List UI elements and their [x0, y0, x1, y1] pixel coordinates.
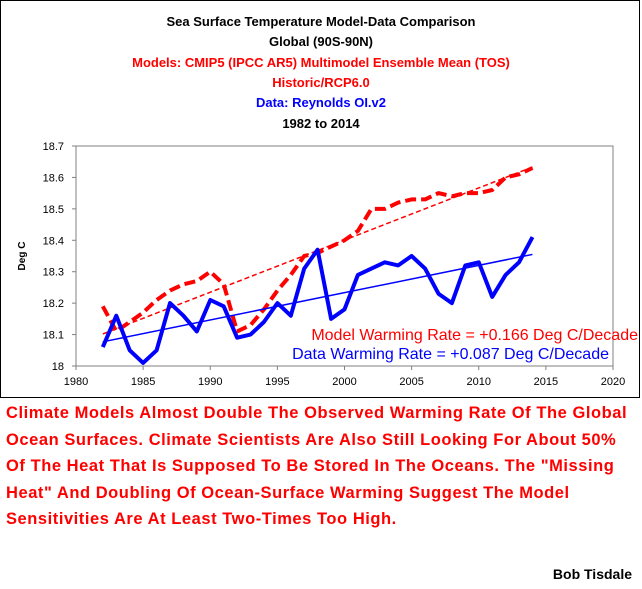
chart-title-line: 1982 to 2014: [282, 116, 360, 131]
data-trend-line: [102, 253, 533, 343]
y-tick-label: 18: [52, 361, 64, 373]
chart-svg: Sea Surface Temperature Model-Data Compa…: [17, 14, 638, 388]
author-name: Bob Tisdale: [552, 566, 632, 582]
chart-frame: Sea Surface Temperature Model-Data Compa…: [0, 0, 640, 398]
y-tick-label: 18.5: [43, 204, 64, 216]
x-tick-label: 2005: [399, 376, 423, 388]
x-tick-label: 2020: [601, 376, 625, 388]
y-tick-label: 18.6: [43, 172, 64, 184]
chart-title-line: Historic/RCP6.0: [272, 75, 370, 90]
x-tick-label: 1985: [131, 376, 155, 388]
data-warming-rate-label: Data Warming Rate = +0.087 Deg C/Decade: [292, 346, 609, 363]
y-axis-label: Deg C: [17, 242, 28, 271]
y-tick-label: 18.2: [43, 298, 64, 310]
model-warming-rate-label: Model Warming Rate = +0.166 Deg C/Decade: [311, 327, 638, 344]
x-tick-label: 1980: [64, 376, 88, 388]
x-tick-label: 2015: [534, 376, 558, 388]
y-tick-label: 18.4: [43, 235, 64, 247]
x-tick-label: 2000: [332, 376, 356, 388]
x-tick-label: 2010: [467, 376, 491, 388]
chart-title-line: Global (90S-90N): [269, 34, 373, 49]
y-tick-label: 18.3: [43, 267, 64, 279]
y-tick-label: 18.1: [43, 330, 64, 342]
chart-title-line: Sea Surface Temperature Model-Data Compa…: [167, 14, 476, 29]
x-tick-label: 1990: [198, 376, 222, 388]
commentary-text: Climate Models Almost Double The Observe…: [6, 404, 628, 528]
chart-title-line: Data: Reynolds OI.v2: [256, 95, 386, 110]
chart-title-line: Models: CMIP5 (IPCC AR5) Multimodel Ense…: [132, 55, 510, 70]
x-tick-label: 1995: [265, 376, 289, 388]
y-tick-label: 18.7: [43, 141, 64, 153]
data-series-line: [100, 236, 535, 365]
